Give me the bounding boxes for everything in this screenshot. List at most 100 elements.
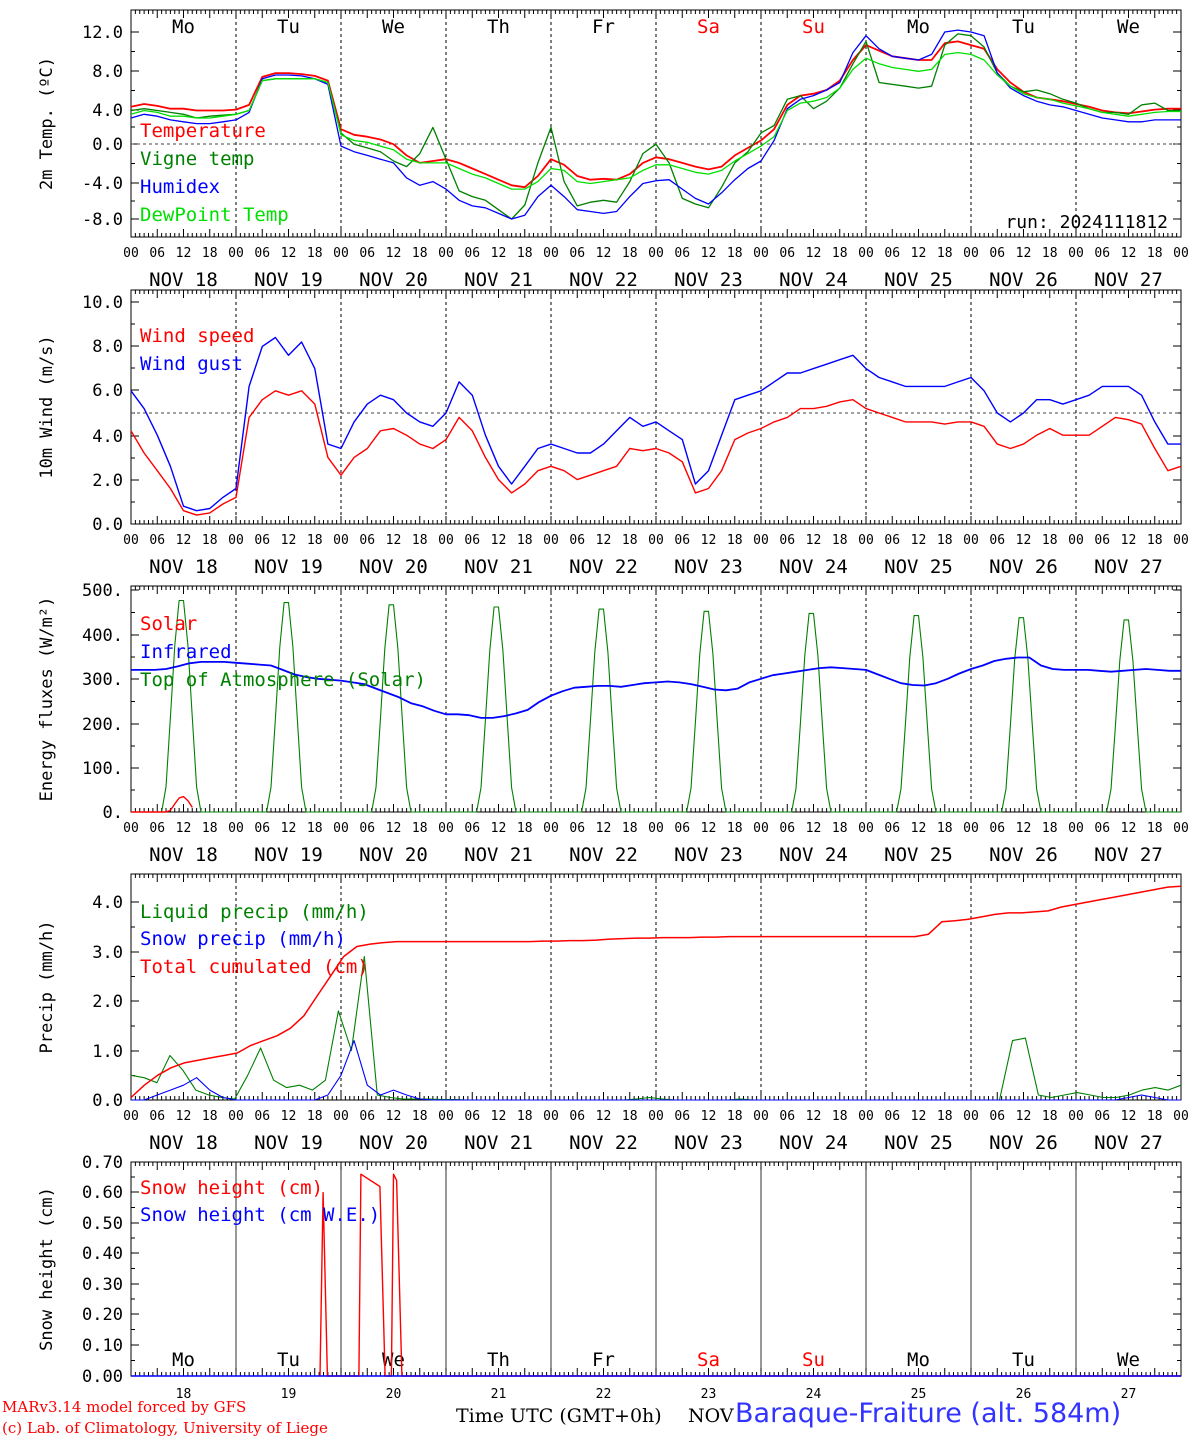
hour-tick-label: 12 [701,1109,717,1124]
series-line-dewpoint-temp [130,51,1181,190]
hour-tick-label: 18 [517,821,533,836]
hour-tick-label: 06 [569,821,585,836]
hour-tick-label: 18 [517,533,533,548]
date-label: NOV 25 [884,269,953,291]
hour-tick-label: 06 [989,246,1005,261]
hour-tick-label: 06 [359,821,375,836]
hour-tick-label: 12 [281,533,297,548]
y-tick-label: 400. [82,626,123,646]
hour-tick-label: 12 [911,533,927,548]
date-label: NOV 23 [674,844,743,866]
legend-entry: Total cumulated (cm) [140,956,369,978]
hour-tick-label: 00 [1173,533,1189,548]
hour-tick-label: 06 [359,1109,375,1124]
hour-tick-label: 00 [963,533,979,548]
panel-5: 0.70 0.60 0.50 0.40 0.30 0.20 0.10 0.00 Snow hei… [37,1153,1182,1387]
date-label: NOV 21 [464,1132,533,1154]
hour-tick-label: 12 [596,821,612,836]
hour-tick-label: 12 [596,246,612,261]
hour-tick-label: 00 [858,821,874,836]
hour-tick-label: 18 [727,246,743,261]
hour-tick-label: 12 [1121,821,1137,836]
hour-tick-label: 18 [1042,1109,1058,1124]
y-tick-label: -4.0 [82,174,123,194]
y-axis-label: Energy fluxes (W/m²) [37,597,57,802]
hour-tick-label: 00 [333,533,349,548]
date-label: NOV 25 [884,844,953,866]
hour-tick-label: 00 [123,533,139,548]
day-number-label: 26 [1016,1387,1032,1402]
y-tick-label: 4.0 [92,427,123,447]
hour-tick-label: 12 [701,821,717,836]
hour-tick-label: 18 [832,821,848,836]
y-tick-label: 500. [82,581,123,601]
hour-tick-label: 00 [123,821,139,836]
hour-tick-label: 00 [1173,1109,1189,1124]
weekday-label: Fr [592,16,615,38]
hour-tick-label: 00 [333,246,349,261]
legend-entry: Infrared [140,641,232,663]
hour-tick-label: 18 [937,821,953,836]
hour-tick-label: 00 [648,821,664,836]
hour-tick-label: 06 [779,821,795,836]
hour-tick-label: 12 [1121,533,1137,548]
hour-tick-label: 00 [648,246,664,261]
hour-tick-label: 12 [1016,246,1032,261]
legend-entry: DewPoint Temp [140,204,289,226]
weekday-label: Mo [907,16,930,38]
hour-tick-label: 00 [543,1109,559,1124]
hour-tick-label: 12 [491,1109,507,1124]
date-label: NOV 25 [884,1132,953,1154]
hour-tick-label: 00 [228,1109,244,1124]
hour-tick-label: 06 [254,1109,270,1124]
hour-tick-label: 00 [333,821,349,836]
y-tick-label: 100. [82,759,123,779]
weekday-label: We [382,1349,405,1371]
hour-tick-label: 12 [491,246,507,261]
series-line-infrared [131,656,1181,719]
hour-tick-label: 18 [937,246,953,261]
hour-tick-label: 12 [281,1109,297,1124]
hour-tick-label: 06 [884,821,900,836]
legend-entry: Top of Atmosphere (Solar) [140,669,426,691]
hour-tick-label: 18 [727,821,743,836]
hour-tick-label: 06 [989,1109,1005,1124]
hour-tick-label: 18 [832,1109,848,1124]
hour-tick-label: 12 [281,821,297,836]
y-tick-label: 0. [103,803,123,823]
hour-tick-label: 00 [1068,533,1084,548]
hour-tick-label: 00 [753,1109,769,1124]
hour-tick-label: 06 [149,1109,165,1124]
date-label: NOV 20 [359,1132,428,1154]
hour-tick-label: 06 [884,1109,900,1124]
hour-tick-label: 18 [412,821,428,836]
date-label: NOV 26 [989,1132,1058,1154]
hour-tick-label: 18 [832,246,848,261]
hour-tick-label: 00 [963,246,979,261]
series-line-total-cumulated [130,885,1182,1099]
hour-tick-label: 00 [1173,246,1189,261]
weekday-label: Sa [697,16,720,38]
weekday-label: Su [802,1349,825,1371]
run-label: run: 2024111812 [1005,212,1168,233]
hour-tick-label: 00 [543,821,559,836]
hour-tick-label: 12 [386,533,402,548]
weekday-label: Tu [277,16,300,38]
legend-entry: Vigne temp [140,148,254,170]
y-tick-label: 0.0 [92,135,123,155]
hour-tick-label: 12 [911,1109,927,1124]
hour-tick-label: 12 [596,533,612,548]
hour-tick-label: 18 [1147,821,1163,836]
y-axis-label: 10m Wind (m/s) [37,335,57,478]
hour-tick-label: 06 [464,533,480,548]
hour-tick-label: 00 [228,821,244,836]
panel-3: 500. 400. 300. 200. 100. 0. Energy fluxes (W/m… [37,581,1189,866]
hour-tick-label: 06 [674,821,690,836]
date-label: NOV 25 [884,556,953,578]
hour-tick-label: 18 [622,246,638,261]
hour-tick-label: 00 [228,246,244,261]
series-line-wind-speed [130,390,1182,516]
date-label: NOV 18 [149,1132,218,1154]
weekday-label: Tu [1012,16,1035,38]
